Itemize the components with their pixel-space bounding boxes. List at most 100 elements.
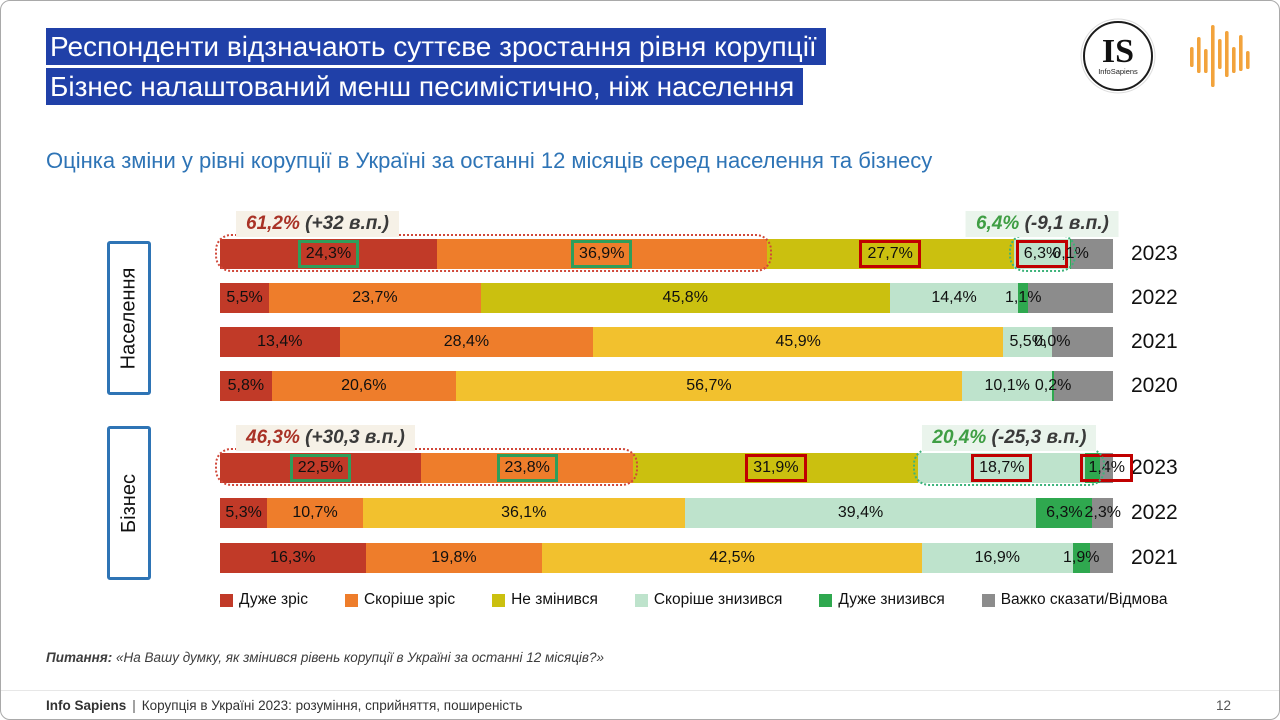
legend-item: Не змінився [492, 591, 598, 609]
segment-label: 5,5% [1009, 333, 1046, 350]
annotation-value: 20,4% [932, 427, 987, 448]
bar-row-2021: 16,3% 19,8% 42,5% 16,9% 1,9% 2021 [220, 543, 1178, 573]
segment-label: 0,1% [1052, 245, 1089, 262]
segment-label: 13,4% [257, 333, 303, 350]
bar-segment: 5,8% [220, 371, 272, 401]
increase-annotation: 46,3% (+30,3 в.п.) [236, 425, 415, 451]
bar-segment: 27,7% [766, 239, 1014, 269]
legend: Дуже зріс Скоріше зріс Не змінився Скоріше … [220, 591, 1167, 609]
segment-label: 45,9% [775, 333, 821, 350]
equalizer-bars-icon [1190, 25, 1250, 87]
bar-segment: 13,4% [220, 327, 340, 357]
bar-segment: 1,9% [1063, 543, 1100, 573]
brand-logos: IS InfoSapiens [1083, 21, 1251, 95]
bar-segment: 31,9% [633, 453, 919, 483]
bar-segment: 28,4% [339, 327, 594, 357]
annotation-value: 6,4% [975, 213, 1020, 234]
annotation-delta: (+30,3 в.п.) [299, 427, 405, 448]
bar-segment: 5,5% [1003, 327, 1053, 357]
legend-item: Скоріше зріс [344, 591, 456, 609]
increase-annotation: 61,2% (+32 в.п.) [236, 211, 399, 237]
bar-segment: 2,3% [1084, 498, 1121, 528]
bar-segment [1085, 453, 1101, 483]
chart-title: Оцінка зміни у рівні корупції в Україні … [46, 148, 933, 173]
year-label: 2021 [1131, 330, 1178, 353]
segment-label: 23,7% [352, 289, 398, 306]
footer-report-title: Корупція в Україні 2023: розуміння, спри… [141, 697, 523, 713]
year-label: 2021 [1131, 546, 1178, 569]
segment-label: 1,4% [1080, 454, 1133, 482]
segment-label: 0,0% [1034, 333, 1071, 350]
footer: Info Sapiens | Корупція в Україні 2023: … [1, 690, 1279, 719]
bar-segment: 1,1% [1005, 283, 1041, 313]
segment-label: 6,3% [1046, 504, 1083, 521]
legend-swatch [344, 593, 358, 607]
group-label: Населення [117, 267, 140, 369]
year-label: 2022 [1131, 501, 1178, 524]
segment-label: 10,1% [984, 377, 1030, 394]
year-label: 2020 [1131, 374, 1178, 397]
annotation-value: 46,3% [246, 427, 300, 448]
bar-segment [1054, 371, 1113, 401]
bar-row-2023: 24,3% 36,9% 27,7% 6,3% 0,1% 2023 [215, 234, 1178, 272]
segment-label: 14,4% [931, 289, 977, 306]
bar-segment [1089, 543, 1113, 573]
annotation-delta: (+32 в.п.) [299, 213, 389, 234]
segment-label: 10,7% [292, 504, 338, 521]
bar-segment: 23,7% [269, 283, 481, 313]
legend-swatch [220, 593, 233, 607]
bar-row-2022: 5,3% 10,7% 36,1% 39,4% 6,3% 2,3% 2022 [220, 498, 1178, 528]
legend-label: Скоріше зріс [363, 591, 456, 608]
segment-label: 20,6% [341, 377, 387, 394]
bar-segment: 5,3% [220, 498, 268, 528]
segment-label: 5,5% [226, 289, 263, 306]
legend-label: Важко сказати/Відмова [1000, 591, 1168, 608]
bar-segment: 36,9% [436, 239, 767, 269]
segment-label: 27,7% [859, 240, 921, 268]
annotation-value: 61,2% [246, 213, 300, 234]
bar-row-2022: 5,5% 23,7% 45,8% 14,4% 1,1% 2022 [220, 283, 1178, 313]
bar-segment: 22,5% [220, 453, 421, 483]
bar-row-2023: 22,5% 23,8% 31,9% 18,7% 1,4% 2023 [215, 448, 1178, 486]
year-label: 2022 [1131, 286, 1178, 309]
legend-swatch [819, 593, 833, 607]
segment-label: 23,8% [496, 454, 558, 482]
decrease-annotation: 20,4% (-25,3 в.п.) [922, 425, 1097, 451]
year-label: 2023 [1131, 242, 1178, 265]
annotation-delta: (-9,1 в.п.) [1019, 213, 1109, 234]
legend-label: Дуже зріс [239, 591, 308, 608]
legend-swatch [981, 593, 995, 607]
legend-item: Важко сказати/Відмова [981, 591, 1168, 609]
bar-segment: 5,5% [220, 283, 270, 313]
bar-segment: 45,8% [480, 283, 890, 313]
segment-label: 56,7% [686, 377, 732, 394]
segment-label: 6,3% [1015, 240, 1069, 268]
bar-segment: 16,9% [921, 543, 1073, 573]
bar-segment: 14,4% [889, 283, 1019, 313]
bar-segment: 18,7% [918, 453, 1086, 483]
decrease-annotation: 6,4% (-9,1 в.п.) [965, 211, 1119, 237]
bar-segment: 56,7% [455, 371, 963, 401]
group-label: Бізнес [117, 473, 140, 533]
logo-initials: IS [1101, 33, 1135, 70]
bar-segment: 24,3% [220, 239, 437, 269]
bar-segment: 42,5% [542, 543, 922, 573]
logo-name: InfoSapiens [1098, 67, 1138, 76]
bar-segment: 45,9% [593, 327, 1004, 357]
legend-swatch [492, 593, 506, 607]
legend-label: Дуже знизився [838, 591, 945, 608]
bar-segment [1071, 239, 1113, 269]
bar-segment: 0,1% [1052, 239, 1089, 269]
page-number: 12 [1215, 697, 1231, 713]
bar-segment [1052, 327, 1113, 357]
bar-segment: 10,1% [962, 371, 1053, 401]
legend-item: Дуже знизився [819, 591, 945, 609]
is-monogram-icon: IS InfoSapiens [1083, 21, 1153, 91]
segment-label: 28,4% [443, 333, 490, 350]
slide-title: Респонденти відзначають суттєве зростанн… [46, 28, 826, 108]
bar-row-2020: 5,8% 20,6% 56,7% 10,1% 0,2% 2020 [220, 371, 1178, 401]
bar-segment: 23,8% [420, 453, 634, 483]
segment-label: 1,1% [1004, 289, 1042, 306]
